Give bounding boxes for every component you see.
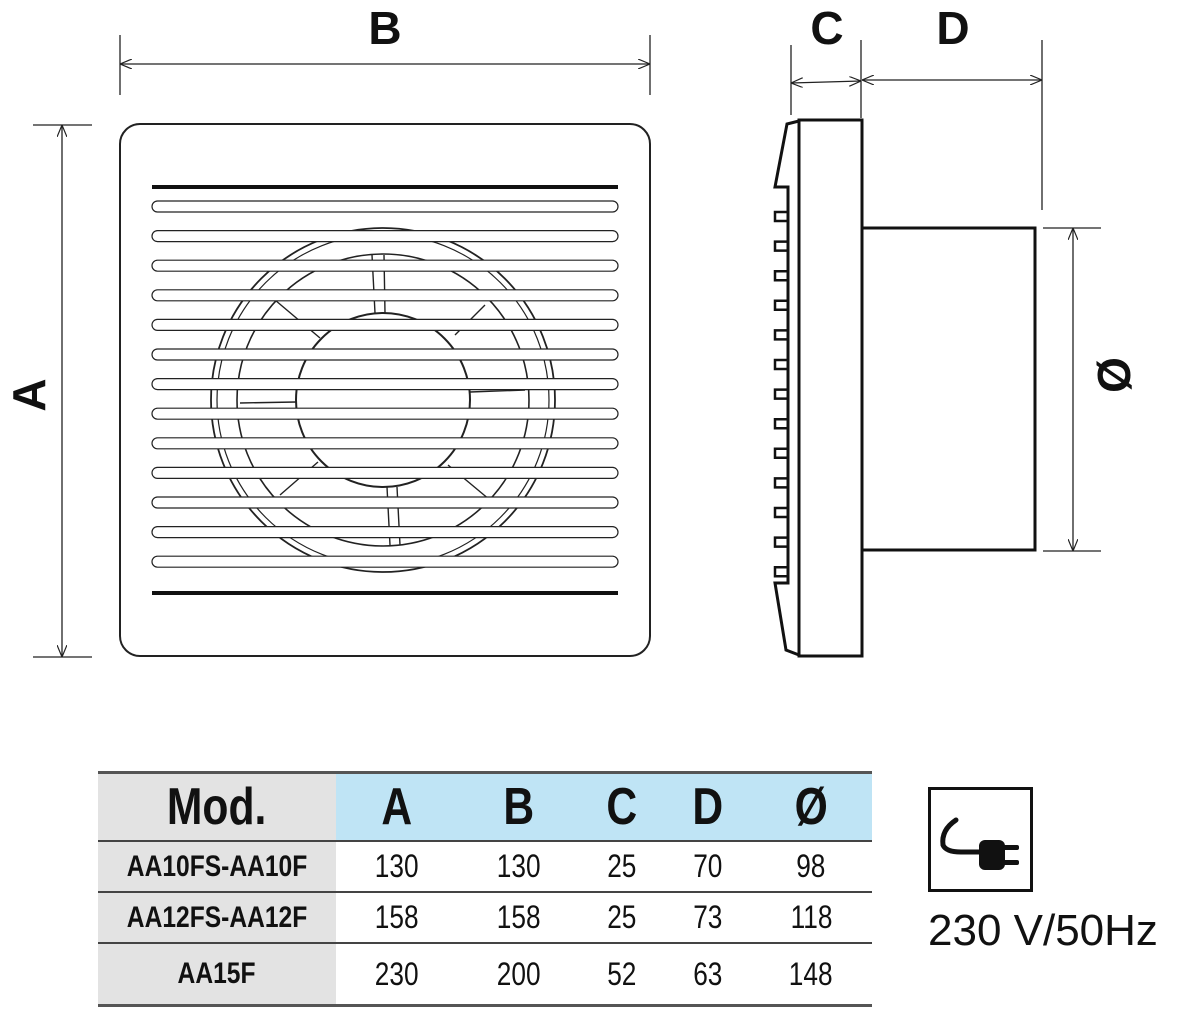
- dimension-diameter-label: Ø: [1088, 357, 1140, 393]
- fan-front-view: [119, 123, 651, 657]
- grille-slat: [151, 289, 619, 302]
- grille-tooth: [773, 299, 788, 312]
- table-row: AA12FS-AA12F 158 158 25 73 118: [98, 892, 872, 944]
- dimension-c-label: C: [810, 2, 843, 54]
- dimension-a-label: A: [3, 378, 55, 411]
- grille-slat: [151, 525, 619, 539]
- table-row: AA15F 230 200 52 63 148: [98, 943, 872, 1007]
- table-header-row: Mod. A B C D Ø: [98, 771, 872, 842]
- dimension-a: [33, 124, 92, 658]
- grille-tooth: [773, 358, 788, 371]
- grille-tooth: [773, 477, 788, 489]
- header-model: Mod.: [98, 771, 336, 842]
- grille-tooth: [773, 329, 788, 341]
- header-a: A: [336, 771, 458, 842]
- model-dimensions-table: Mod. A B C D Ø AA10FS-AA10F 130 130 25 7…: [98, 771, 872, 1007]
- grille-slat: [151, 259, 619, 272]
- plug-icon: [928, 787, 1033, 892]
- grille-tooth: [773, 536, 788, 548]
- grille-tooth: [773, 506, 788, 519]
- grille-tooth: [773, 240, 788, 252]
- grille-slat: [151, 496, 619, 509]
- header-c: C: [579, 771, 665, 842]
- grille-tooth: [773, 269, 788, 282]
- table-row: AA10FS-AA10F 130 130 25 70 98: [98, 841, 872, 893]
- grille-slat: [151, 200, 619, 213]
- grille-tooth: [773, 388, 788, 400]
- grille-slat: [151, 407, 619, 420]
- dimension-c: [790, 40, 862, 118]
- fan-side-view: [773, 118, 1037, 658]
- fan-drawing: B A C D Ø: [3, 2, 1140, 658]
- grille-tooth: [773, 417, 788, 430]
- dimension-d-label: D: [936, 2, 969, 54]
- header-d: D: [664, 771, 751, 842]
- dimension-b-label: B: [368, 2, 401, 54]
- grille-slat: [151, 348, 619, 361]
- header-b: B: [457, 771, 580, 842]
- grille-tooth: [773, 447, 788, 460]
- grille-slat: [151, 318, 619, 331]
- grille-slat: [151, 378, 619, 391]
- power-rating: 230 V/50Hz: [928, 906, 1158, 955]
- dimension-b: [119, 35, 651, 95]
- grille-tooth: [773, 210, 788, 223]
- grille-slat: [151, 437, 619, 450]
- header-diameter: Ø: [750, 771, 872, 842]
- grille-slat: [151, 230, 619, 243]
- dimension-diameter: [1043, 227, 1101, 552]
- grille-slat: [151, 555, 619, 568]
- grille-slat: [151, 466, 619, 479]
- dimension-d: [862, 40, 1043, 210]
- grille-tooth: [773, 565, 788, 578]
